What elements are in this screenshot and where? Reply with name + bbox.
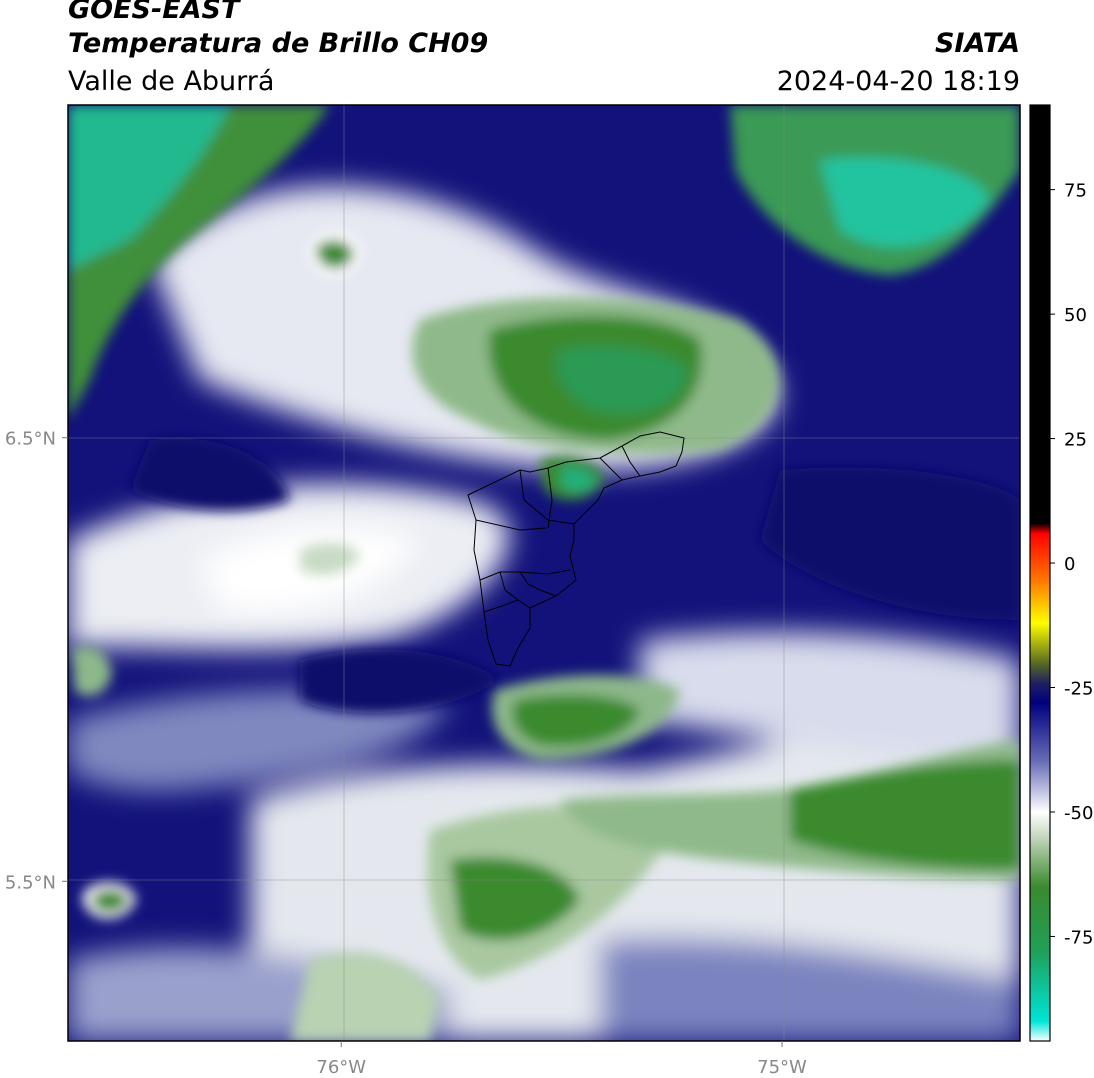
colorbar-segment [1030, 105, 1050, 524]
colorbar-tick-label: 0 [1064, 554, 1075, 575]
colorbar-tick-label: -50 [1064, 803, 1093, 824]
satellite-title: GOES-EAST [68, 0, 240, 25]
colorbar-segment [1030, 702, 1050, 763]
colorbar-frame [1029, 104, 1051, 1042]
valle-de-aburra-boundaries [467, 431, 685, 667]
agency-label: SIATA [934, 28, 1020, 59]
map-frame [67, 104, 1021, 1042]
colorbar-segment [1030, 762, 1050, 813]
colorbar-segment [1030, 811, 1050, 843]
colorbar-segment [1030, 1021, 1050, 1042]
map-axis-ticks: 76°W 75°W 6.5°N 5.5°N [5, 429, 807, 1078]
map-gridlines [68, 105, 1020, 1041]
colorbar-segment [1030, 951, 1050, 1022]
colorbar-tick-label: 25 [1064, 430, 1087, 451]
x-tick-label: 76°W [316, 1057, 366, 1078]
region-subtitle: Valle de Aburrá [68, 66, 275, 97]
colorbar: 75 50 25 0 -25 -50 -75 [1029, 104, 1093, 1042]
colorbar-segment [1030, 533, 1050, 584]
colorbar-segment [1030, 662, 1050, 684]
colorbar-tick-label: -25 [1064, 679, 1093, 700]
colorbar-segment [1030, 622, 1050, 664]
colorbar-segment [1030, 523, 1050, 534]
x-tick-label: 75°W [757, 1057, 807, 1078]
y-tick-label: 5.5°N [5, 872, 56, 893]
colorbar-segment [1030, 841, 1050, 888]
datetime-label: 2024-04-20 18:19 [776, 66, 1020, 97]
colorbar-tick-label: -75 [1064, 927, 1093, 948]
y-tick-label: 6.5°N [5, 429, 56, 450]
colorbar-segment [1030, 682, 1050, 703]
map-field [68, 105, 1020, 1041]
colorbar-segment [1030, 582, 1050, 624]
colorbar-tick-label: 50 [1064, 305, 1087, 326]
colorbar-segment [1030, 886, 1050, 952]
colorbar-tick-label: 75 [1064, 181, 1087, 202]
product-title: Temperatura de Brillo CH09 [68, 28, 489, 59]
